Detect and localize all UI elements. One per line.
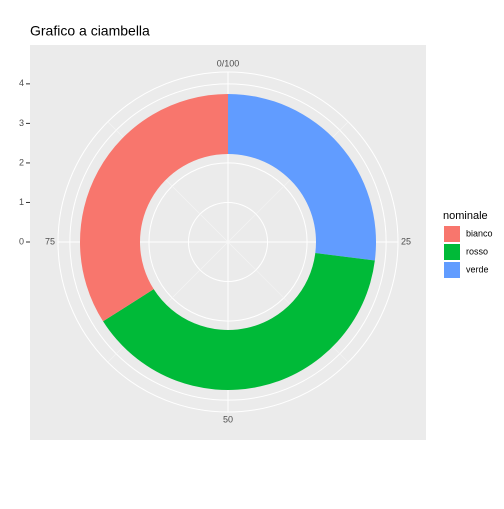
legend-key xyxy=(444,226,460,242)
y-tick-label: 2 xyxy=(19,157,24,167)
legend-key xyxy=(444,244,460,260)
legend-label: verde xyxy=(466,264,489,274)
theta-tick-label: 50 xyxy=(223,414,233,424)
theta-tick-label: 0/100 xyxy=(217,58,240,68)
legend-label: bianco xyxy=(466,228,493,238)
donut-slice xyxy=(79,94,228,322)
legend-title: nominale xyxy=(443,210,488,222)
y-tick-label: 3 xyxy=(19,118,24,128)
chart-title: Grafico a ciambella xyxy=(30,23,150,39)
y-tick-label: 1 xyxy=(19,197,24,207)
theta-tick-label: 75 xyxy=(45,236,55,246)
donut-slice xyxy=(228,94,376,261)
legend-key xyxy=(444,262,460,278)
legend-label: rosso xyxy=(466,246,488,256)
donut-slice xyxy=(103,253,375,390)
y-tick-label: 0 xyxy=(19,236,24,246)
theta-tick-label: 25 xyxy=(401,236,411,246)
y-tick-label: 4 xyxy=(19,78,24,88)
